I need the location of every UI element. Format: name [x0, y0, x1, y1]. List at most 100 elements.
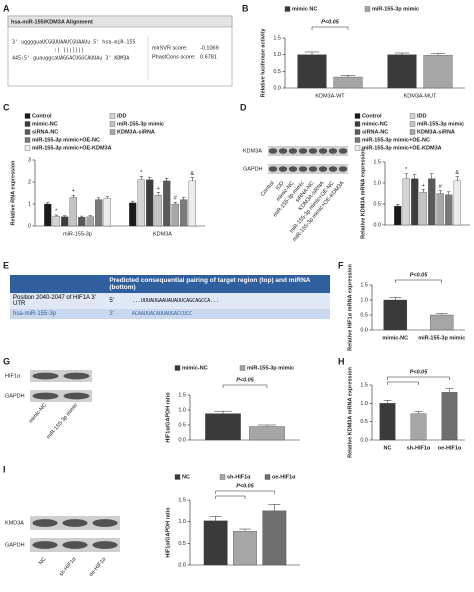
- bar: [387, 54, 417, 89]
- error-bar: [63, 215, 67, 217]
- y-tick-label: 1.5: [178, 392, 186, 398]
- blot-band: [63, 392, 90, 400]
- legend-label: miR-155-3p mimic+OE-NC: [32, 137, 100, 143]
- bar: [419, 192, 427, 226]
- significance-mark: #: [439, 184, 443, 190]
- bracket: [311, 26, 349, 30]
- error-bar: [421, 189, 425, 193]
- bar: [188, 180, 196, 227]
- bracket: [387, 381, 419, 385]
- legend-swatch: [174, 474, 181, 480]
- blot-band: [92, 519, 118, 527]
- blot-band: [338, 166, 348, 172]
- cell: 5': [106, 293, 129, 309]
- blot-band: [298, 148, 308, 154]
- error-bar: [438, 190, 442, 194]
- error-bar: [80, 215, 84, 218]
- blot-band: [32, 519, 58, 527]
- y-tick-label: 0.5: [373, 201, 381, 207]
- legend-label: siRNA-NC: [32, 129, 58, 135]
- blot: [268, 164, 348, 174]
- legend-swatch: [354, 145, 361, 151]
- score-value: -0.1069: [200, 45, 219, 51]
- error-bar: [156, 192, 160, 196]
- legend-label: miR-155-3p mimic+OE-KDM3A: [362, 145, 442, 151]
- error-bar: [165, 178, 169, 181]
- legend-label: miR-155-3p mimic: [372, 6, 419, 12]
- y-tick-label: 0.0: [360, 327, 368, 333]
- error-bar: [214, 410, 232, 414]
- cell: hsa-miR-155-3p: [10, 309, 107, 319]
- legend-swatch: [284, 6, 291, 12]
- legend-swatch: [239, 365, 246, 371]
- bar: [163, 180, 171, 227]
- error-bar: [209, 516, 222, 521]
- bar: [203, 520, 228, 566]
- panel-label: E: [3, 260, 9, 270]
- significance-mark: &: [190, 171, 194, 177]
- bar: [436, 193, 444, 226]
- error-bar: [455, 176, 459, 181]
- error-bar: [404, 173, 408, 179]
- y-axis-label: HIF1α/GAPDH ratio: [165, 507, 171, 558]
- legend-label: NC: [182, 474, 190, 480]
- x-tick-label: miR-155-3p: [63, 231, 92, 237]
- legend-label: miR-155-3p mimic+OE-NC: [362, 137, 430, 143]
- bar: [205, 413, 241, 441]
- panel-label: G: [3, 356, 10, 366]
- legend-swatch: [24, 113, 31, 119]
- blot-band: [318, 148, 328, 154]
- legend-swatch: [109, 121, 116, 127]
- bar: [69, 197, 77, 227]
- blot-band: [278, 148, 288, 154]
- blot-row-label: GAPDH: [5, 542, 25, 548]
- y-tick-label: 0.5: [273, 69, 281, 75]
- y-tick-label: 0.5: [360, 419, 368, 425]
- lane-label: Control: [260, 180, 276, 197]
- panel-label: D: [240, 102, 247, 112]
- error-bar: [396, 204, 400, 207]
- legend-swatch: [219, 474, 226, 480]
- alignment-header: [7, 15, 233, 28]
- cell: ACAAUUACAUUAUGACCUCC: [128, 309, 330, 319]
- y-tick-label: 1.0: [178, 407, 186, 413]
- bar: [180, 199, 188, 227]
- significance-mark: &: [455, 170, 459, 176]
- x-tick-label: NC: [384, 445, 392, 451]
- lane-label: mimic-NC: [28, 402, 48, 424]
- x-tick-label: mimic-NC: [382, 335, 408, 341]
- y-tick-label: 0.5: [178, 541, 186, 547]
- legend-swatch: [354, 121, 361, 127]
- alignment-line: 3' ugggguaUCGGUUAAUCGUAAUu 5' hsa-miR-15…: [12, 40, 135, 46]
- bar: [146, 179, 154, 227]
- panel-label: F: [338, 260, 344, 270]
- y-tick-label: 2: [28, 179, 31, 185]
- legend-label: IDD: [117, 113, 127, 119]
- blot-band: [92, 541, 118, 549]
- annotation: P<0.05: [410, 272, 429, 278]
- legend-label: KDM3A-siRNA: [117, 129, 155, 135]
- y-tick-label: 1.5: [360, 382, 368, 388]
- legend-swatch: [109, 129, 116, 135]
- bar: [103, 198, 111, 227]
- error-bar: [258, 424, 276, 427]
- legend-label: oe-HIF1α: [272, 474, 296, 480]
- error-bar: [414, 411, 423, 414]
- x-tick-label: KDM3A: [153, 231, 172, 237]
- blot-band: [328, 148, 338, 154]
- error-bar: [430, 53, 446, 56]
- legend-label: IDD: [417, 113, 427, 119]
- blot-row-label: GAPDH: [5, 393, 25, 399]
- legend-label: sh-HIF1α: [227, 474, 251, 480]
- legend-label: siRNA-NC: [362, 129, 388, 135]
- error-bar: [148, 176, 152, 180]
- legend-label: mimic NC: [292, 6, 317, 12]
- blot-band: [288, 148, 298, 154]
- bar: [379, 403, 396, 441]
- legend-label: miR-155-3p mimic: [417, 121, 464, 127]
- y-tick-label: 1.5: [273, 35, 281, 41]
- y-tick-label: 1.0: [178, 519, 186, 525]
- y-tick-label: 1.0: [360, 297, 368, 303]
- significance-mark: +: [72, 189, 75, 195]
